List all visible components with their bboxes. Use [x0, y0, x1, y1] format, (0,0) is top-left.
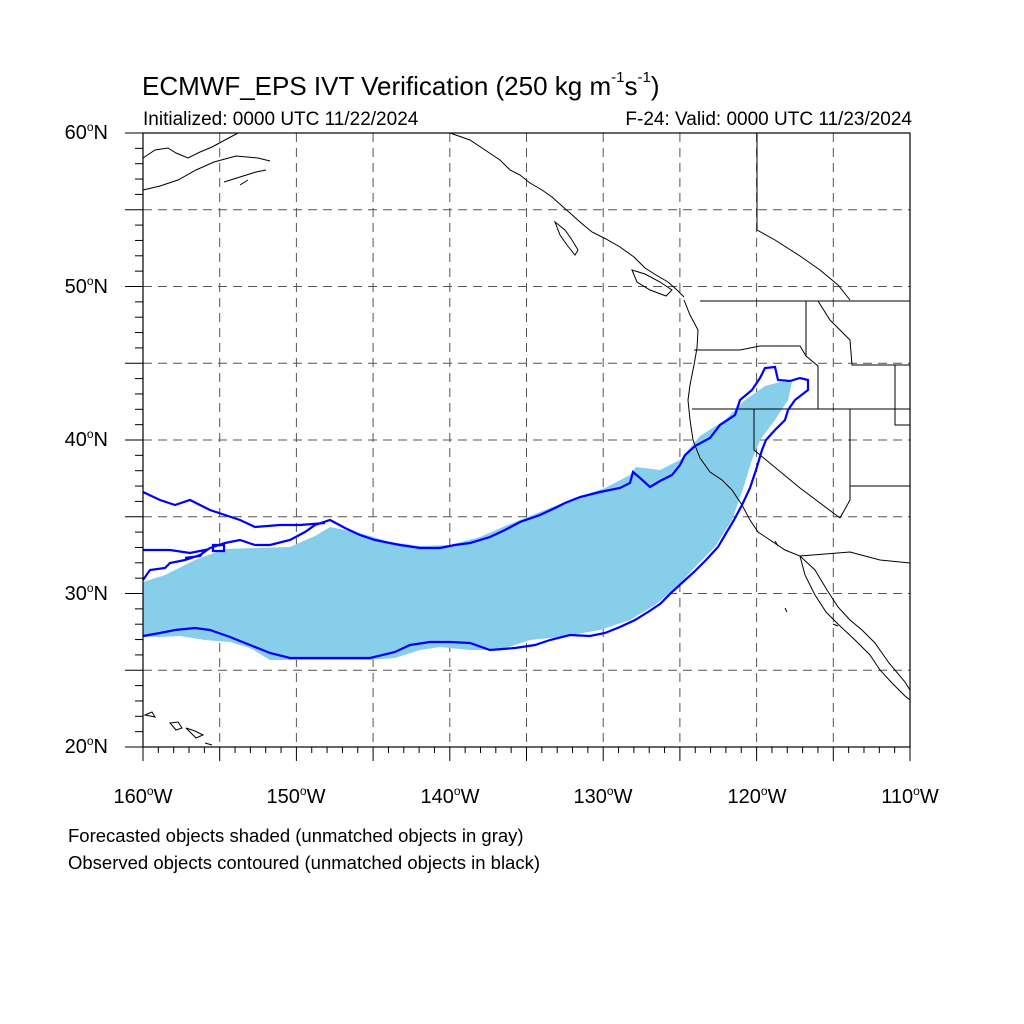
axis-ticks: [125, 132, 911, 761]
lon-label-110: 110oW: [881, 784, 939, 808]
hawaii-islands: [143, 711, 213, 746]
pacific-northwest-coast: [683, 299, 911, 691]
lat-label-30: 30oN: [64, 581, 108, 605]
alaska-panhandle-coast: [449, 132, 685, 298]
lon-label-160: 160oW: [113, 784, 173, 808]
lon-label-120: 120oW: [727, 784, 787, 808]
bc-islands: [553, 220, 673, 297]
idaho-border: [805, 301, 819, 409]
lat-label-50: 50oN: [64, 274, 108, 298]
lat-label-40: 40oN: [64, 427, 108, 451]
valid-time-label: F-24: Valid: 0000 UTC 11/23/2024: [625, 109, 912, 130]
lat-label-60: 60oN: [64, 120, 108, 144]
lon-label-150: 150oW: [266, 784, 326, 808]
lon-label-130: 130oW: [573, 784, 633, 808]
canada-interior: [756, 133, 851, 301]
coastlines-and-borders: [142, 132, 911, 746]
baja-peninsula: [799, 555, 911, 701]
observed-ivt-object: [142, 365, 810, 660]
lat-label-20: 20oN: [64, 734, 108, 758]
mexico-border: [799, 551, 911, 564]
lon-label-140: 140oW: [420, 784, 480, 808]
montana-wyoming: [817, 300, 910, 426]
init-time-label: Initialized: 0000 UTC 11/22/2024: [143, 109, 419, 130]
forecast-ivt-object: [143, 382, 792, 660]
caption-forecast: Forecasted objects shaded (unmatched obj…: [68, 825, 524, 846]
channel-islands: [774, 540, 839, 627]
or-wa-border: [694, 345, 807, 357]
forecast-object-shaded: [143, 382, 792, 660]
lat-lon-gridlines: [143, 133, 910, 747]
alaska-coast: [142, 132, 271, 191]
observed-object-contour: [142, 365, 810, 660]
nevada-utah-border: [839, 409, 910, 519]
caption-observed: Observed objects contoured (unmatched ob…: [68, 852, 541, 873]
ca-nv-border: [753, 409, 841, 519]
figure-title: ECMWF_EPS IVT Verification (250 kg m-1s-…: [142, 69, 660, 101]
